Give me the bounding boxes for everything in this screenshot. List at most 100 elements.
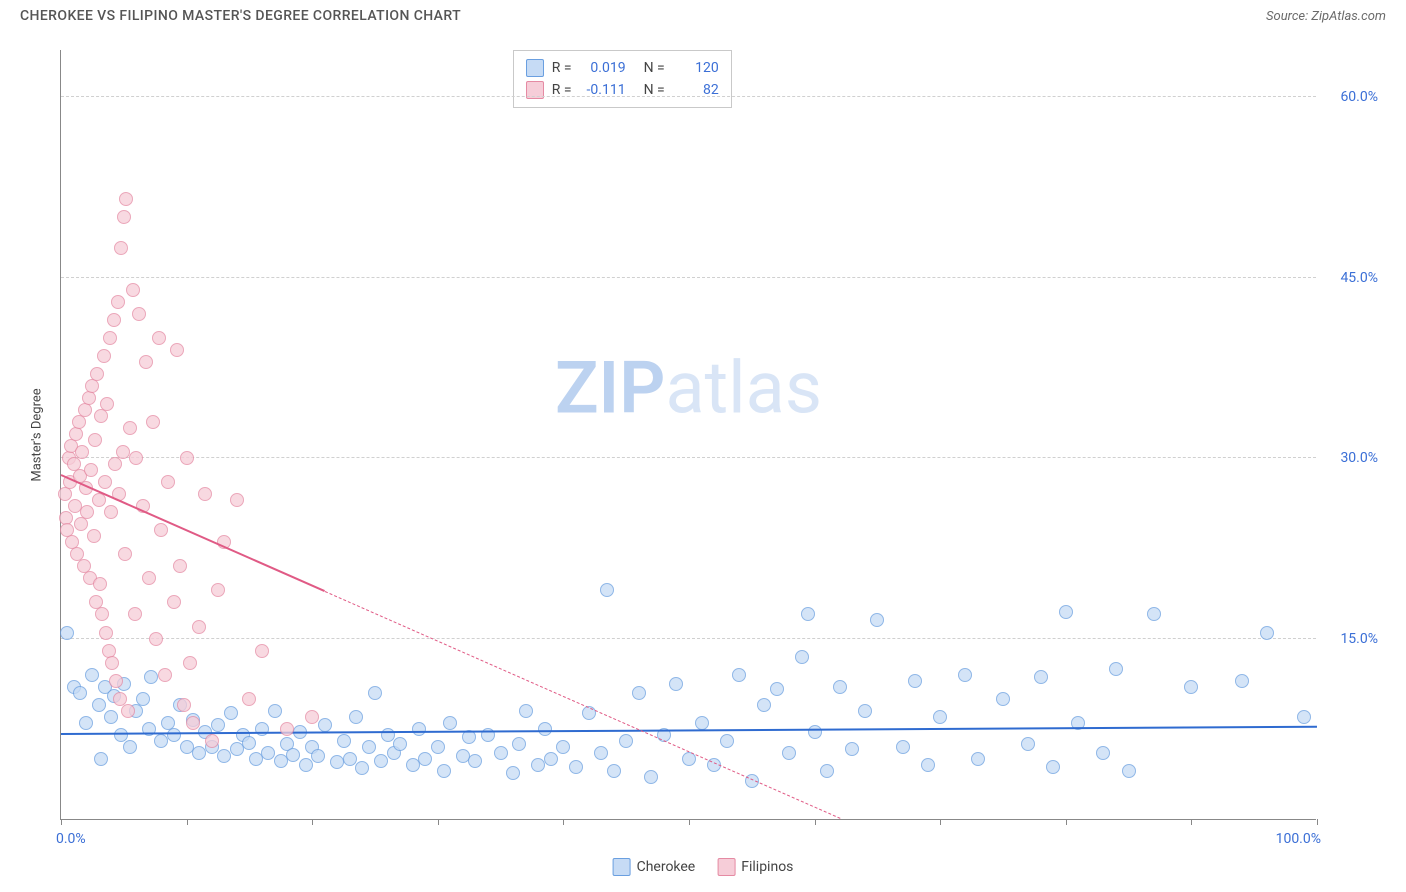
scatter-point <box>111 295 125 309</box>
x-tick <box>815 819 816 825</box>
scatter-point <box>73 686 87 700</box>
scatter-point <box>644 770 658 784</box>
scatter-point <box>117 210 131 224</box>
scatter-point <box>412 722 426 736</box>
scatter-point <box>154 523 168 537</box>
x-tick <box>563 819 564 825</box>
scatter-point <box>1235 674 1249 688</box>
scatter-point <box>104 505 118 519</box>
scatter-point <box>908 674 922 688</box>
legend-n-label: N = <box>644 60 665 76</box>
scatter-point <box>1046 760 1060 774</box>
scatter-point <box>205 734 219 748</box>
scatter-point <box>261 746 275 760</box>
gridline <box>61 96 1316 97</box>
scatter-point <box>1034 670 1048 684</box>
scatter-point <box>94 752 108 766</box>
scatter-point <box>79 716 93 730</box>
legend-n-value: 120 <box>673 60 719 76</box>
scatter-point <box>870 613 884 627</box>
scatter-point <box>136 692 150 706</box>
scatter-point <box>362 740 376 754</box>
scatter-point <box>286 748 300 762</box>
scatter-point <box>95 607 109 621</box>
scatter-point <box>600 583 614 597</box>
scatter-point <box>103 331 117 345</box>
scatter-point <box>105 656 119 670</box>
scatter-point <box>224 706 238 720</box>
scatter-point <box>368 686 382 700</box>
scatter-point <box>431 740 445 754</box>
x-tick <box>187 819 188 825</box>
scatter-point <box>177 698 191 712</box>
x-tick <box>940 819 941 825</box>
scatter-point <box>299 758 313 772</box>
scatter-point <box>255 644 269 658</box>
y-tick-label: 45.0% <box>1323 270 1378 286</box>
scatter-point <box>167 728 181 742</box>
scatter-point <box>142 571 156 585</box>
scatter-point <box>544 752 558 766</box>
scatter-point <box>90 367 104 381</box>
scatter-point <box>78 403 92 417</box>
series-legend-label: Filipinos <box>741 859 793 875</box>
legend-swatch <box>526 59 544 77</box>
legend-r-value: 0.019 <box>580 60 626 76</box>
scatter-point <box>1059 605 1073 619</box>
y-tick-label: 15.0% <box>1323 631 1378 647</box>
scatter-point <box>607 764 621 778</box>
scatter-point <box>119 192 133 206</box>
scatter-point <box>161 475 175 489</box>
scatter-point <box>93 577 107 591</box>
scatter-point <box>468 754 482 768</box>
scatter-point <box>158 668 172 682</box>
scatter-point <box>183 656 197 670</box>
scatter-point <box>60 626 74 640</box>
x-tick <box>1066 819 1067 825</box>
legend-swatch <box>717 858 735 876</box>
scatter-point <box>858 704 872 718</box>
scatter-point <box>1122 764 1136 778</box>
scatter-point <box>720 734 734 748</box>
series-legend-item: Filipinos <box>717 858 793 876</box>
scatter-point <box>92 698 106 712</box>
scatter-point <box>170 343 184 357</box>
y-axis-title: Master's Degree <box>30 388 45 481</box>
scatter-point <box>198 487 212 501</box>
scatter-point <box>144 670 158 684</box>
scatter-point <box>139 355 153 369</box>
scatter-point <box>343 752 357 766</box>
scatter-point <box>192 620 206 634</box>
x-tick <box>61 819 62 825</box>
scatter-point <box>506 766 520 780</box>
x-tick <box>438 819 439 825</box>
x-tick <box>1191 819 1192 825</box>
scatter-point <box>808 725 822 739</box>
scatter-point <box>87 529 101 543</box>
scatter-point <box>98 475 112 489</box>
gridline <box>61 277 1316 278</box>
x-tick <box>689 819 690 825</box>
y-tick-label: 30.0% <box>1323 450 1378 466</box>
scatter-point <box>845 742 859 756</box>
scatter-point <box>732 668 746 682</box>
scatter-point <box>132 307 146 321</box>
scatter-point <box>355 761 369 775</box>
scatter-point <box>173 559 187 573</box>
scatter-point <box>757 698 771 712</box>
gridline <box>61 638 1316 639</box>
scatter-point <box>75 445 89 459</box>
scatter-point <box>833 680 847 694</box>
stats-legend-row: R =-0.111N =82 <box>526 79 719 101</box>
gridline <box>61 457 1316 458</box>
scatter-point <box>958 668 972 682</box>
scatter-point <box>97 349 111 363</box>
scatter-point <box>211 718 225 732</box>
scatter-point <box>337 734 351 748</box>
scatter-point <box>349 710 363 724</box>
scatter-point <box>519 704 533 718</box>
scatter-point <box>242 692 256 706</box>
scatter-point <box>1147 607 1161 621</box>
y-tick-label: 60.0% <box>1323 89 1378 105</box>
scatter-point <box>921 758 935 772</box>
